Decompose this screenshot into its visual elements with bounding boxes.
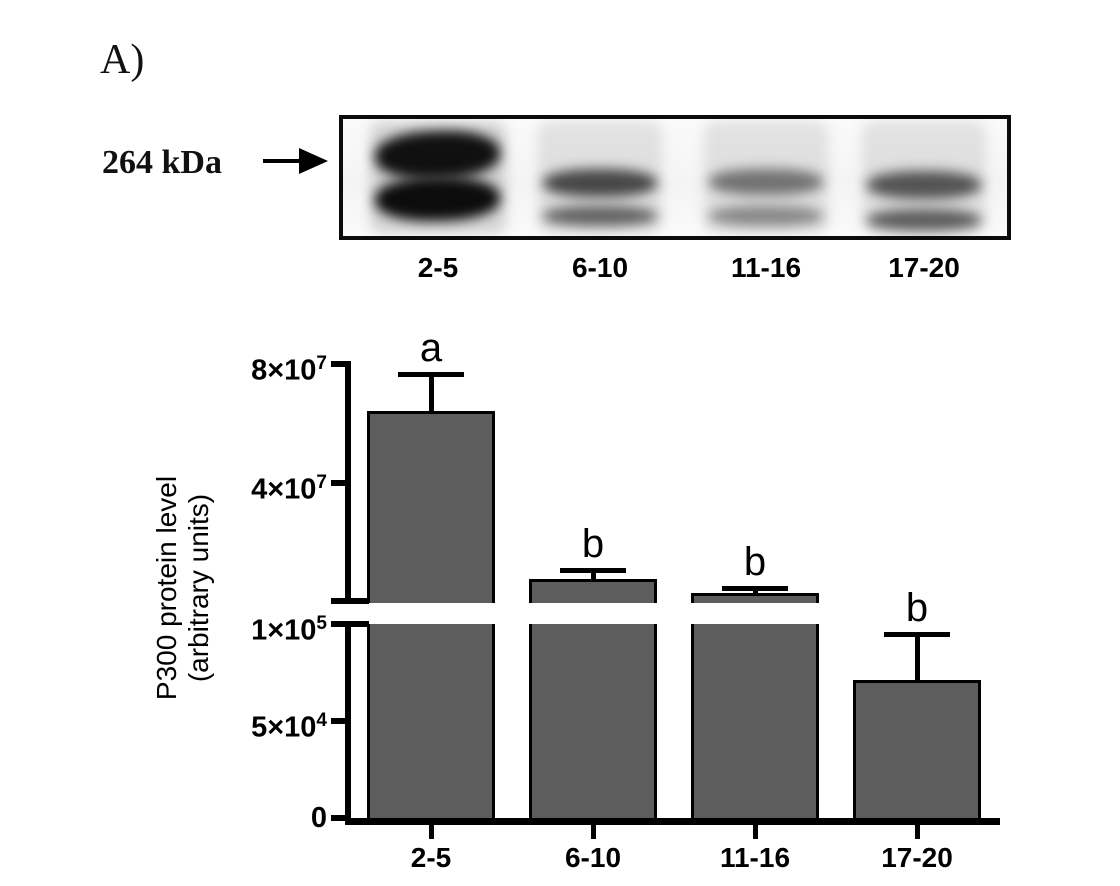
blot-lane-label: 11-16 xyxy=(730,252,802,283)
y-tick-text: 8×10 xyxy=(251,354,317,387)
error-bar-cap xyxy=(722,586,788,591)
blot-image xyxy=(339,115,1011,240)
error-bar-cap xyxy=(560,568,626,573)
blot-lane xyxy=(704,119,828,236)
error-bar-cap xyxy=(884,632,950,637)
x-axis-label: 17-20 xyxy=(881,842,953,873)
x-axis-tick xyxy=(915,825,920,839)
y-tick-4e7 xyxy=(331,480,347,486)
sig-letter: b xyxy=(743,540,767,584)
error-bar-cap xyxy=(398,372,464,377)
blot-lane-label: 6-10 xyxy=(571,252,629,283)
axis-break-band xyxy=(354,603,1000,624)
error-bar-line xyxy=(591,570,596,581)
bar-11-16 xyxy=(691,593,819,818)
blot-band-upper xyxy=(708,169,824,195)
y-tick-label: 8×107 xyxy=(251,347,327,387)
blot-lane xyxy=(370,119,506,236)
molecular-weight-label: 264 kDa xyxy=(102,144,222,181)
arrow-head-icon xyxy=(299,148,328,174)
error-bar-line xyxy=(429,374,434,413)
y-axis-break-cap xyxy=(331,598,369,604)
sig-letter: b xyxy=(581,522,605,566)
blot-band-lower xyxy=(866,209,982,231)
y-tick-1e5 xyxy=(331,621,369,627)
y-axis-title-line1: P300 protein level xyxy=(151,475,182,701)
blot-band-lower xyxy=(708,206,824,226)
arrow-icon xyxy=(263,159,301,163)
blot-band-upper xyxy=(866,171,982,199)
sig-letter: a xyxy=(419,326,443,370)
y-tick-text: 1×10 xyxy=(251,614,317,647)
y-tick-label: 4×107 xyxy=(251,466,327,506)
y-tick-label: 1×105 xyxy=(251,607,327,647)
y-tick-exponent: 4 xyxy=(316,710,327,731)
bar-17-20 xyxy=(853,680,981,818)
y-tick-0 xyxy=(331,815,347,821)
blot-lane xyxy=(538,119,662,236)
y-tick-exponent: 5 xyxy=(316,613,327,634)
y-tick-text: 4×10 xyxy=(251,473,317,506)
error-bar-line xyxy=(753,588,758,595)
sig-letter: b xyxy=(905,586,929,630)
error-bar-line xyxy=(915,634,920,682)
y-tick-8e7 xyxy=(331,361,347,367)
blot-band-upper xyxy=(542,169,658,197)
y-tick-exponent: 7 xyxy=(316,472,327,493)
x-axis-tick xyxy=(429,825,434,839)
y-tick-exponent: 7 xyxy=(316,353,327,374)
y-tick-text: 5×10 xyxy=(251,711,317,744)
x-axis-label: 2-5 xyxy=(410,842,452,873)
x-axis-label: 11-16 xyxy=(719,842,791,873)
blot-lane-label: 17-20 xyxy=(888,252,960,283)
blot-lane xyxy=(862,119,986,236)
blot-lane-label: 2-5 xyxy=(417,252,459,283)
x-axis-tick xyxy=(753,825,758,839)
x-axis-label: 6-10 xyxy=(564,842,622,873)
x-axis-line xyxy=(345,818,1000,825)
y-axis-upper-segment xyxy=(345,361,351,604)
y-tick-text: 0 xyxy=(310,802,327,834)
y-tick-label: 0 xyxy=(311,801,327,835)
y-axis-title-line2: (arbitrary units) xyxy=(183,493,214,683)
y-tick-5e4 xyxy=(331,718,347,724)
x-axis-tick xyxy=(591,825,596,839)
blot-band-lower xyxy=(542,206,658,226)
panel-label: A) xyxy=(100,37,145,83)
y-tick-label: 5×104 xyxy=(251,704,327,744)
y-axis-title: P300 protein level (arbitrary units) xyxy=(151,476,215,700)
y-axis-lower-segment xyxy=(345,621,351,825)
